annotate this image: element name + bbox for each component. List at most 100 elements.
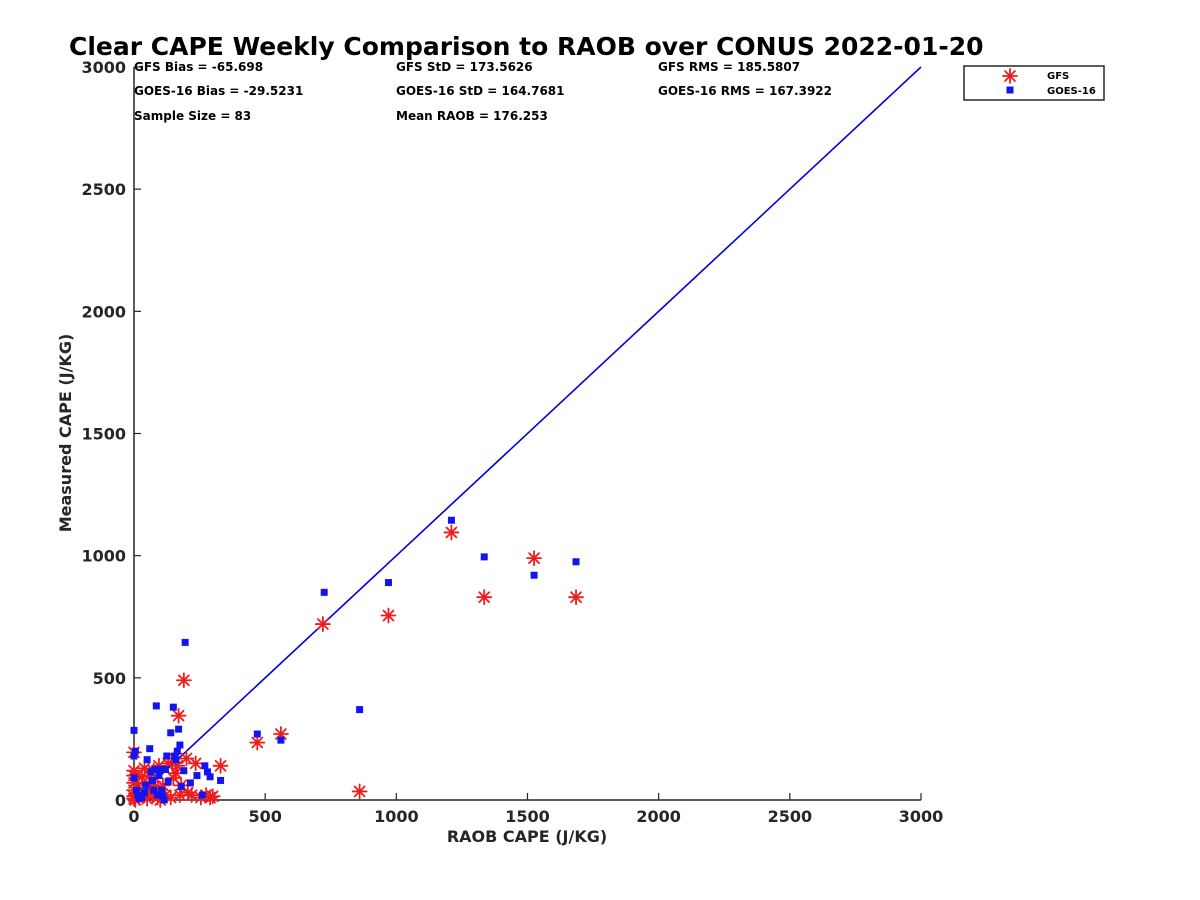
legend: GFS GOES-16: [963, 65, 1105, 101]
y-tick-label: 1500: [81, 425, 126, 444]
x-tick-label: 2000: [636, 807, 681, 826]
gfs-point: [170, 707, 187, 724]
goes-point: [159, 792, 167, 800]
goes-point: [133, 786, 141, 794]
legend-gfs-label: GFS: [1047, 71, 1069, 82]
goes-point: [167, 729, 175, 737]
x-tick-label: 0: [128, 807, 139, 826]
goes-point: [142, 781, 150, 789]
y-tick-label: 2500: [81, 180, 126, 199]
goes-point: [572, 558, 580, 566]
goes-point: [151, 765, 159, 773]
stat-goes-std: GOES-16 StD = 164.7681: [396, 84, 565, 98]
legend-goes-marker: [1006, 86, 1014, 94]
goes-point: [160, 796, 168, 804]
gfs-point: [568, 589, 584, 606]
gfs-point: [187, 755, 204, 772]
one-to-one-line-group: [133, 66, 922, 801]
goes-point: [131, 747, 139, 755]
goes-point: [530, 571, 538, 579]
goes-point: [138, 794, 146, 802]
gfs-point: [204, 788, 221, 805]
y-tick-label: 2000: [81, 302, 126, 321]
goes-point: [173, 747, 181, 755]
gfs-point: [249, 734, 266, 751]
goes-point: [384, 579, 392, 587]
goes-point: [277, 736, 285, 744]
stat-sample-size: Sample Size = 83: [134, 109, 251, 123]
gfs-point: [175, 672, 192, 689]
goes-point: [203, 768, 211, 776]
goes-point: [186, 779, 194, 787]
gfs-point: [212, 757, 229, 774]
stat-gfs-rms: GFS RMS = 185.5807: [658, 60, 800, 74]
goes-point: [320, 588, 328, 596]
x-tick-label: 1500: [505, 807, 550, 826]
legend-box: [963, 65, 1105, 101]
stat-gfs-bias: GFS Bias = -65.698: [134, 60, 263, 74]
x-tick-label: 2500: [768, 807, 813, 826]
goes-point: [172, 756, 180, 764]
goes-point: [148, 776, 156, 784]
stats-block: GFS Bias = -65.698 GFS StD = 173.5626 GF…: [134, 60, 832, 123]
gfs-point: [526, 550, 542, 567]
goes-point: [164, 778, 172, 786]
one-to-one-line: [133, 66, 922, 801]
goes-point: [356, 706, 364, 714]
stat-mean-raob: Mean RAOB = 176.253: [396, 109, 548, 123]
goes-point: [154, 791, 162, 799]
goes-point: [201, 762, 209, 770]
x-tick-label: 3000: [899, 807, 944, 826]
gfs-point: [351, 783, 368, 800]
goes-point: [134, 791, 142, 799]
stat-goes-rms: GOES-16 RMS = 167.3922: [658, 84, 832, 98]
x-tick-label: 500: [248, 807, 281, 826]
goes-point: [198, 791, 206, 799]
goes-point: [253, 730, 261, 738]
gfs-points: [126, 524, 584, 808]
goes-point: [171, 752, 179, 760]
gfs-point: [443, 524, 460, 541]
goes-point: [176, 741, 184, 749]
goes-point: [217, 776, 225, 784]
goes-point: [180, 767, 188, 775]
legend-goes-symbol: [1006, 86, 1014, 94]
goes-point: [143, 756, 151, 764]
stat-goes-bias: GOES-16 Bias = -29.5231: [134, 84, 303, 98]
y-tick-label: 1000: [81, 547, 126, 566]
goes-point: [158, 786, 166, 794]
goes-point: [177, 783, 185, 791]
y-axis-label: Measured CAPE (J/KG): [56, 334, 75, 533]
goes-point: [175, 725, 183, 733]
gfs-point: [314, 616, 331, 632]
x-axis-label: RAOB CAPE (J/KG): [447, 827, 607, 846]
y-tick-label: 0: [115, 791, 126, 810]
goes-point: [181, 638, 189, 646]
chart-title: Clear CAPE Weekly Comparison to RAOB ove…: [69, 32, 984, 61]
x-ticks: 0 500 1000 1500 2000 2500 3000: [128, 793, 943, 826]
goes-point: [206, 773, 214, 781]
goes-point: [146, 745, 154, 753]
y-tick-label: 3000: [81, 58, 126, 77]
gfs-point: [380, 607, 397, 624]
gfs-point: [183, 787, 200, 804]
goes-points: [130, 516, 580, 804]
goes-point: [155, 772, 163, 780]
goes-point: [130, 752, 138, 760]
goes-point: [161, 765, 169, 773]
legend-gfs-marker: [1002, 68, 1018, 84]
stat-gfs-std: GFS StD = 173.5626: [396, 60, 533, 74]
y-tick-label: 500: [93, 669, 126, 688]
goes-point: [156, 765, 164, 773]
x-tick-label: 1000: [374, 807, 419, 826]
legend-gfs-symbol: [1002, 68, 1018, 84]
legend-goes-label: GOES-16: [1047, 86, 1096, 97]
goes-point: [163, 752, 171, 760]
goes-point: [480, 553, 488, 561]
goes-point: [152, 702, 160, 710]
goes-point: [130, 726, 138, 734]
gfs-point: [476, 589, 493, 606]
goes-point: [150, 786, 158, 794]
goes-point: [140, 789, 148, 797]
